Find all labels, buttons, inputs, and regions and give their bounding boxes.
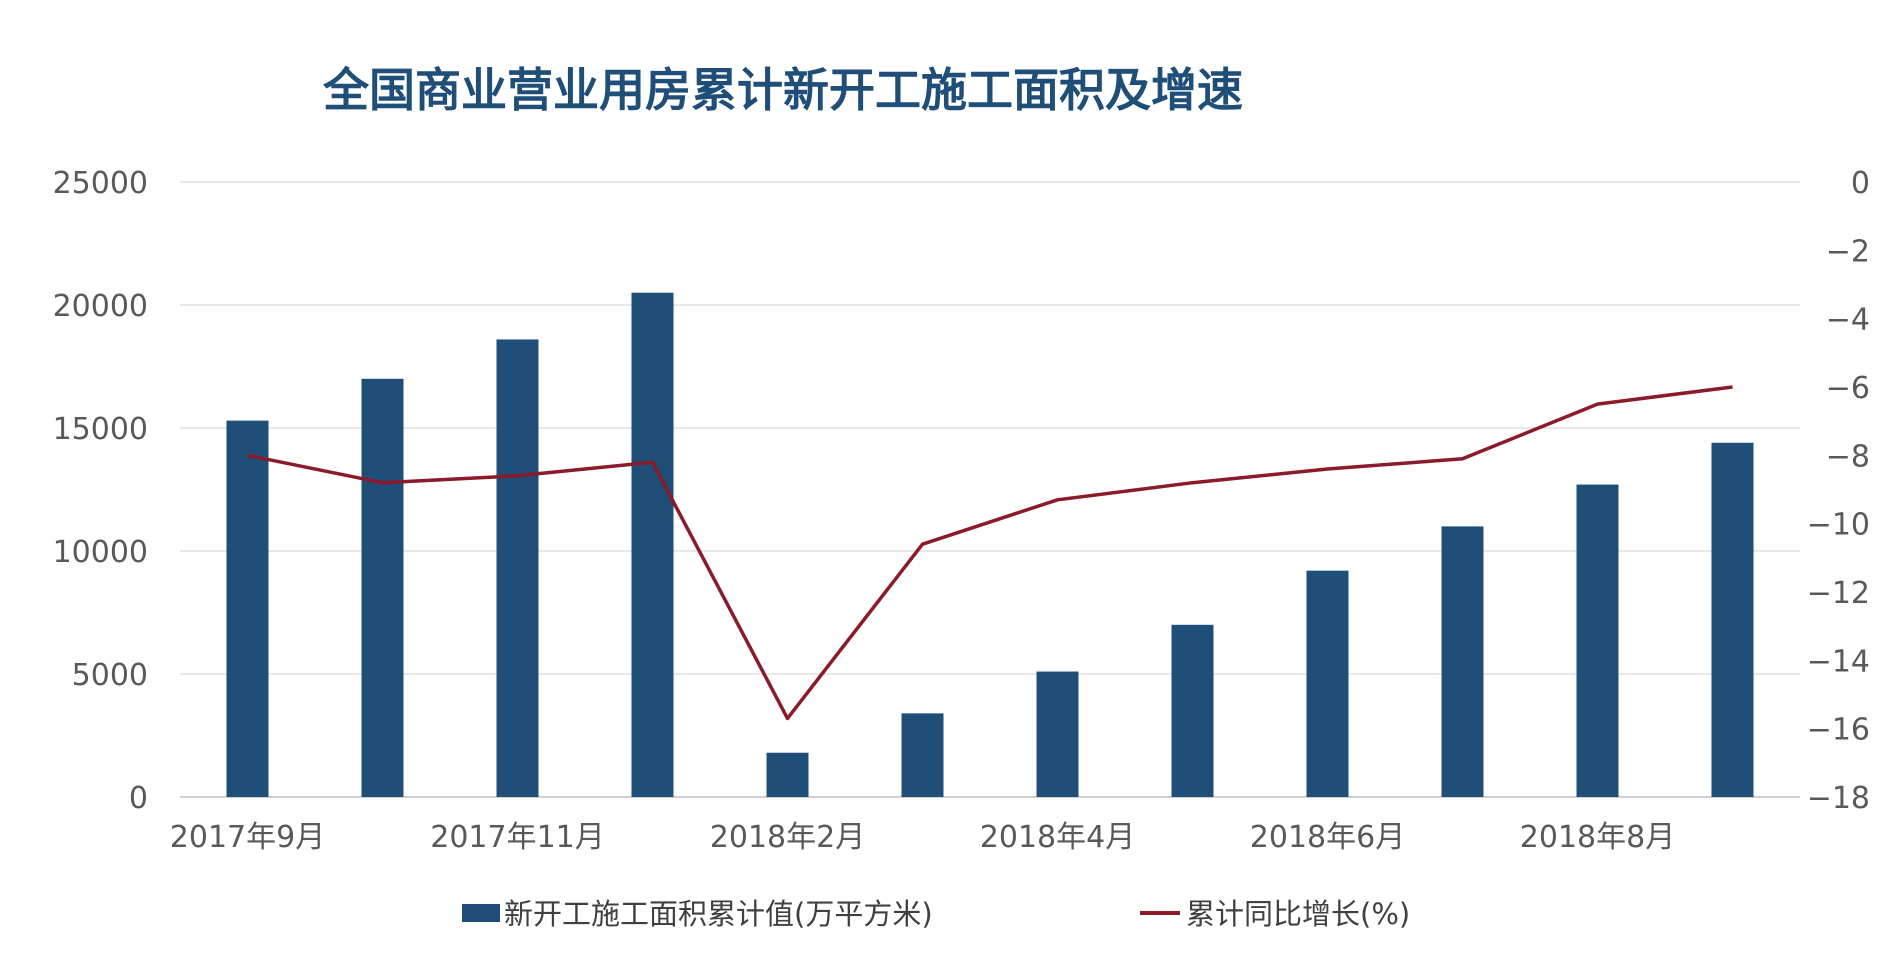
- y-left-tick-label: 0: [129, 781, 148, 816]
- y-right-tick-label: −4: [1826, 303, 1870, 338]
- bar: [361, 378, 404, 797]
- y-left-tick-label: 10000: [53, 535, 148, 570]
- bar: [1441, 526, 1484, 797]
- bar: [1171, 624, 1214, 797]
- y-right-tick-label: 0: [1851, 166, 1870, 201]
- y-right-tick-label: −8: [1826, 439, 1870, 474]
- y-axis-left: 0 5000 10000 15000 20000 25000: [53, 166, 148, 816]
- legend: 新开工施工面积累计值(万平方米) 累计同比增长(%): [462, 897, 1410, 931]
- bar-series: [226, 292, 1754, 797]
- y-right-tick-label: −18: [1807, 781, 1870, 816]
- y-left-tick-label: 20000: [53, 289, 148, 324]
- bar: [901, 713, 944, 797]
- y-left-tick-label: 5000: [72, 658, 148, 693]
- bar: [496, 339, 539, 797]
- y-right-tick-label: −10: [1807, 508, 1870, 543]
- y-right-tick-label: −6: [1826, 371, 1870, 406]
- y-left-tick-label: 25000: [53, 166, 148, 201]
- x-tick-label: 2017年9月: [170, 820, 325, 855]
- x-axis: 2017年9月 2017年11月 2018年2月 2018年4月 2018年6月 2018…: [170, 820, 1675, 855]
- bar: [1036, 671, 1079, 797]
- chart-title: 全国商业营业用房累计新开工施工面积及增速: [322, 63, 1243, 117]
- bar: [631, 292, 674, 797]
- y-right-tick-label: −2: [1826, 234, 1870, 269]
- y-left-tick-label: 15000: [53, 412, 148, 447]
- x-tick-label: 2017年11月: [430, 820, 605, 855]
- line-series: [247, 385, 1733, 721]
- bar: [1711, 442, 1754, 797]
- legend-swatch-bar: [462, 904, 500, 922]
- x-tick-label: 2018年4月: [980, 820, 1135, 855]
- bar: [1306, 570, 1349, 797]
- x-tick-label: 2018年2月: [710, 820, 865, 855]
- legend-label-bar: 新开工施工面积累计值(万平方米): [504, 897, 933, 931]
- x-tick-label: 2018年8月: [1520, 820, 1675, 855]
- y-right-tick-label: −12: [1807, 576, 1870, 611]
- bar: [226, 420, 269, 797]
- gridlines: [180, 181, 1800, 798]
- legend-label-line: 累计同比增长(%): [1186, 897, 1410, 931]
- y-right-tick-label: −14: [1807, 644, 1870, 679]
- bar: [1576, 484, 1619, 797]
- y-axis-right: 0 −2 −4 −6 −8 −10 −12 −14 −16 −18: [1807, 166, 1870, 816]
- x-tick-label: 2018年6月: [1250, 820, 1405, 855]
- line-path: [247, 385, 1733, 721]
- bar: [766, 752, 809, 797]
- y-right-tick-label: −16: [1807, 713, 1870, 748]
